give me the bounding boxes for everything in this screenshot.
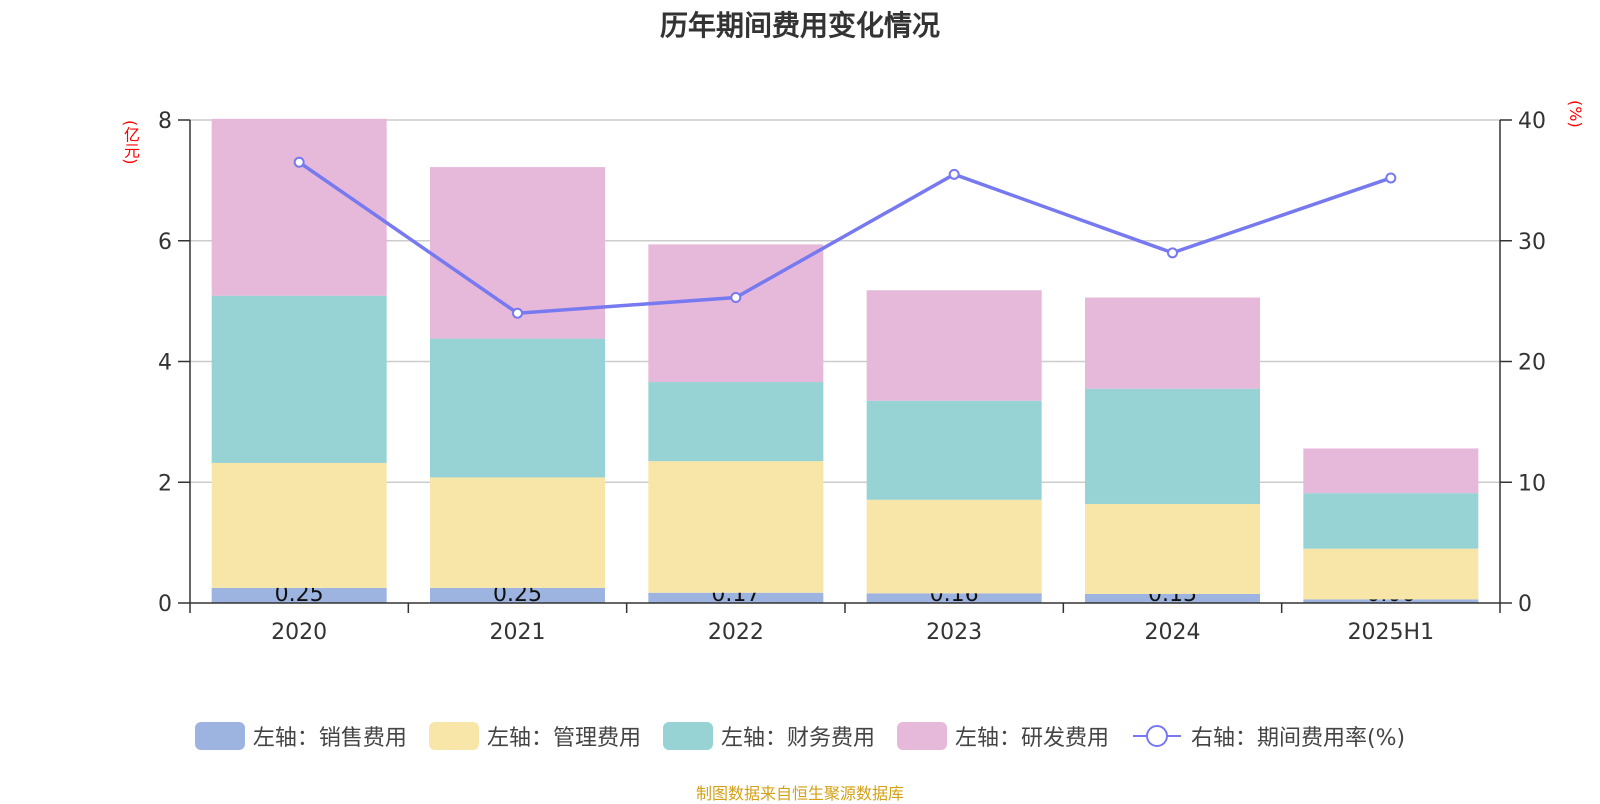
legend-item[interactable]: 左轴：管理费用 [428, 720, 641, 752]
legend-label: 左轴：销售费用 [252, 726, 407, 751]
bar-segment [211, 118, 387, 296]
right-axis-unit: (%) [1566, 100, 1585, 128]
legend-line-marker [1132, 725, 1181, 747]
chart-title: 历年期间费用变化情况 [659, 9, 940, 42]
bar-segment [430, 338, 605, 478]
legend-label: 左轴：管理费用 [486, 726, 641, 751]
legend-label: 左轴：研发费用 [954, 726, 1109, 751]
chart-legend: 左轴：销售费用 左轴：管理费用 左轴：财务费用 左轴：研发费用 右轴：期间费用率(%) [0, 720, 1600, 752]
bar-segment [648, 461, 824, 593]
legend-swatch [896, 722, 947, 750]
right-axis-tick-label: 40 [1518, 109, 1546, 134]
bar-segment [866, 593, 1042, 603]
rate-point [730, 292, 742, 304]
bar-segment [430, 587, 605, 603]
left-axis-tick-label: 0 [158, 592, 172, 617]
right-axis-tick-label: 20 [1518, 351, 1546, 376]
bar-segment [866, 499, 1042, 594]
rate-point [293, 156, 305, 168]
bar-segment [1303, 548, 1479, 600]
legend-label: 左轴：财务费用 [720, 726, 875, 751]
rate-point [512, 307, 523, 319]
rate-point [1385, 172, 1397, 184]
legend-swatch [194, 722, 245, 750]
bar-segment [1085, 593, 1260, 603]
rate-point [1167, 247, 1178, 259]
legend-item[interactable]: 右轴：期间费用率(%) [1131, 720, 1405, 752]
bar-segment [430, 477, 605, 588]
bar-segment [1303, 493, 1479, 549]
left-axis-tick-label: 2 [158, 471, 172, 496]
left-axis-unit: (亿元) [121, 120, 140, 165]
bar-segment [866, 290, 1042, 401]
left-axis-tick-label: 6 [158, 230, 172, 255]
right-axis-tick-label: 0 [1518, 592, 1532, 617]
bar-segment [648, 382, 824, 462]
x-axis-tick-label: 2025H1 [1348, 620, 1435, 645]
source-note: 制图数据来自恒生聚源数据库 [695, 784, 904, 803]
left-axis-tick-label: 4 [158, 351, 172, 376]
x-axis-tick-label: 2021 [490, 620, 546, 645]
bar-segment [211, 587, 387, 603]
bar-segment [648, 244, 824, 383]
x-axis-tick-label: 2023 [926, 620, 982, 645]
legend-item[interactable]: 左轴：研发费用 [896, 720, 1109, 752]
bar-segment [1085, 503, 1260, 594]
left-axis-tick-label: 8 [158, 109, 172, 134]
bar-segment [1085, 388, 1260, 504]
bar-segment [1303, 448, 1479, 494]
x-axis-tick-label: 2020 [271, 620, 327, 645]
bar-segment [1303, 599, 1479, 603]
legend-item[interactable]: 左轴：销售费用 [194, 720, 407, 752]
stacked-bar-line-chart: 024680102030400.250.250.170.160.150.0620… [158, 109, 1546, 645]
legend-label: 右轴：期间费用率(%) [1190, 726, 1406, 751]
rate-point [948, 168, 960, 180]
bar-segment [211, 295, 387, 463]
legend-swatch [428, 722, 479, 750]
rate-line [298, 160, 1392, 315]
legend-item[interactable]: 左轴：财务费用 [662, 720, 875, 752]
bar-segment [1085, 297, 1260, 389]
right-axis-tick-label: 10 [1518, 471, 1546, 496]
bar-segment [648, 592, 824, 603]
x-axis-tick-label: 2022 [708, 620, 764, 645]
right-axis-tick-label: 30 [1518, 230, 1546, 255]
bar-segment [866, 400, 1042, 500]
bar-segment [211, 462, 387, 588]
legend-swatch [662, 722, 713, 750]
x-axis-tick-label: 2024 [1145, 620, 1201, 645]
